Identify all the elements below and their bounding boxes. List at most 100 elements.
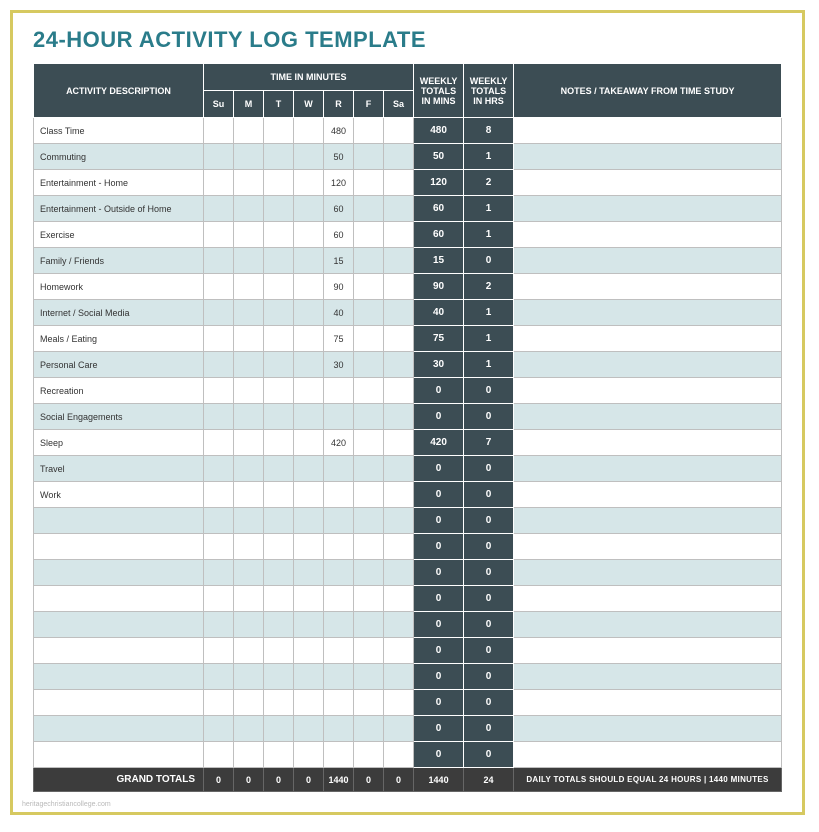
day-cell[interactable] — [264, 638, 294, 664]
day-cell[interactable]: 30 — [324, 352, 354, 378]
day-cell[interactable] — [384, 742, 414, 768]
day-cell[interactable] — [234, 196, 264, 222]
activity-description-cell[interactable]: Sleep — [34, 430, 204, 456]
day-cell[interactable] — [294, 274, 324, 300]
day-cell[interactable] — [354, 222, 384, 248]
day-cell[interactable] — [234, 430, 264, 456]
day-cell[interactable] — [384, 586, 414, 612]
day-cell[interactable] — [354, 690, 384, 716]
day-cell[interactable] — [234, 742, 264, 768]
day-cell[interactable] — [384, 716, 414, 742]
day-cell[interactable] — [234, 352, 264, 378]
notes-cell[interactable] — [514, 716, 782, 742]
activity-description-cell[interactable]: Family / Friends — [34, 248, 204, 274]
day-cell[interactable] — [234, 560, 264, 586]
notes-cell[interactable] — [514, 456, 782, 482]
day-cell[interactable] — [294, 664, 324, 690]
notes-cell[interactable] — [514, 430, 782, 456]
day-cell[interactable] — [264, 690, 294, 716]
day-cell[interactable] — [354, 118, 384, 144]
day-cell[interactable] — [234, 326, 264, 352]
day-cell[interactable] — [264, 534, 294, 560]
day-cell[interactable] — [324, 456, 354, 482]
day-cell[interactable] — [324, 560, 354, 586]
day-cell[interactable] — [294, 170, 324, 196]
day-cell[interactable] — [294, 404, 324, 430]
activity-description-cell[interactable] — [34, 742, 204, 768]
notes-cell[interactable] — [514, 378, 782, 404]
day-cell[interactable] — [324, 378, 354, 404]
day-cell[interactable] — [384, 274, 414, 300]
day-cell[interactable] — [264, 222, 294, 248]
day-cell[interactable] — [204, 482, 234, 508]
day-cell[interactable] — [264, 508, 294, 534]
day-cell[interactable] — [384, 118, 414, 144]
notes-cell[interactable] — [514, 586, 782, 612]
day-cell[interactable] — [234, 456, 264, 482]
day-cell[interactable] — [234, 586, 264, 612]
day-cell[interactable] — [294, 586, 324, 612]
activity-description-cell[interactable]: Recreation — [34, 378, 204, 404]
notes-cell[interactable] — [514, 196, 782, 222]
day-cell[interactable] — [294, 560, 324, 586]
activity-description-cell[interactable] — [34, 560, 204, 586]
day-cell[interactable] — [354, 196, 384, 222]
day-cell[interactable] — [384, 690, 414, 716]
day-cell[interactable] — [264, 430, 294, 456]
day-cell[interactable] — [354, 560, 384, 586]
day-cell[interactable] — [264, 612, 294, 638]
day-cell[interactable] — [324, 508, 354, 534]
day-cell[interactable] — [234, 404, 264, 430]
activity-description-cell[interactable]: Homework — [34, 274, 204, 300]
day-cell[interactable] — [354, 430, 384, 456]
day-cell[interactable] — [264, 560, 294, 586]
day-cell[interactable]: 480 — [324, 118, 354, 144]
day-cell[interactable]: 420 — [324, 430, 354, 456]
day-cell[interactable] — [384, 508, 414, 534]
day-cell[interactable] — [204, 300, 234, 326]
activity-description-cell[interactable]: Exercise — [34, 222, 204, 248]
day-cell[interactable] — [234, 638, 264, 664]
day-cell[interactable] — [264, 170, 294, 196]
day-cell[interactable] — [354, 274, 384, 300]
day-cell[interactable] — [204, 144, 234, 170]
day-cell[interactable] — [294, 248, 324, 274]
day-cell[interactable] — [294, 430, 324, 456]
day-cell[interactable] — [234, 378, 264, 404]
day-cell[interactable] — [384, 144, 414, 170]
day-cell[interactable] — [234, 300, 264, 326]
day-cell[interactable] — [264, 716, 294, 742]
day-cell[interactable] — [234, 690, 264, 716]
day-cell[interactable]: 75 — [324, 326, 354, 352]
day-cell[interactable] — [384, 378, 414, 404]
day-cell[interactable] — [204, 326, 234, 352]
day-cell[interactable] — [234, 274, 264, 300]
day-cell[interactable] — [384, 248, 414, 274]
day-cell[interactable] — [354, 716, 384, 742]
day-cell[interactable] — [384, 456, 414, 482]
day-cell[interactable] — [264, 300, 294, 326]
day-cell[interactable] — [294, 716, 324, 742]
day-cell[interactable] — [384, 482, 414, 508]
day-cell[interactable] — [234, 534, 264, 560]
activity-description-cell[interactable] — [34, 690, 204, 716]
day-cell[interactable] — [264, 274, 294, 300]
day-cell[interactable] — [324, 404, 354, 430]
day-cell[interactable] — [264, 664, 294, 690]
day-cell[interactable] — [234, 170, 264, 196]
day-cell[interactable] — [264, 248, 294, 274]
day-cell[interactable] — [204, 508, 234, 534]
day-cell[interactable] — [294, 508, 324, 534]
day-cell[interactable] — [324, 664, 354, 690]
day-cell[interactable] — [354, 144, 384, 170]
day-cell[interactable] — [354, 742, 384, 768]
day-cell[interactable] — [234, 222, 264, 248]
notes-cell[interactable] — [514, 222, 782, 248]
notes-cell[interactable] — [514, 664, 782, 690]
day-cell[interactable] — [234, 508, 264, 534]
notes-cell[interactable] — [514, 170, 782, 196]
day-cell[interactable] — [204, 690, 234, 716]
day-cell[interactable] — [204, 742, 234, 768]
day-cell[interactable] — [294, 482, 324, 508]
day-cell[interactable] — [204, 404, 234, 430]
